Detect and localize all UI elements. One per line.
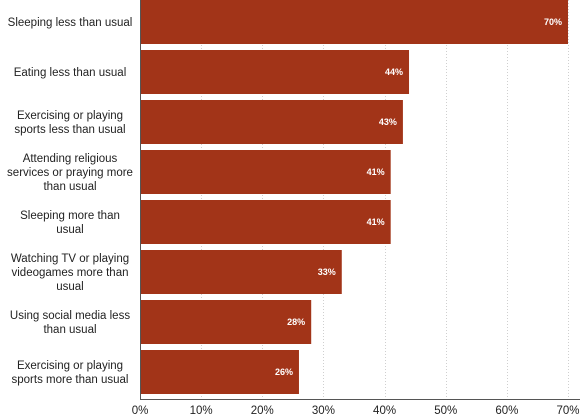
bar-value-label: 41% [367,167,385,177]
category-labels: Sleeping less than usual Eating less than… [7,17,133,386]
bar-value-label: 33% [318,267,336,277]
category-label: Sleeping more than usual [20,210,120,236]
bar-value-label: 44% [385,67,403,77]
data-labels: 70% 44% 43% 41% 41% 33% 28% 26% [275,17,562,377]
bar [140,150,391,194]
bar [140,0,568,44]
category-label: Eating less than usual [14,67,127,79]
category-label: Sleeping less than usual [8,17,133,29]
x-tick-label: 40% [373,405,396,417]
x-tick-label: 20% [251,405,274,417]
category-label: Watching TV or playing videogames more th… [11,253,129,293]
category-label: Attending religious services or praying m… [7,153,133,193]
bar [140,250,342,294]
category-label: Exercising or playing sports less than us… [14,110,125,136]
bar [140,50,410,94]
category-label: Using social media less than usual [10,310,130,336]
bar [140,300,312,344]
bar-value-label: 41% [367,217,385,227]
bar [140,100,403,144]
bars [140,0,568,394]
bar-value-label: 26% [275,367,293,377]
x-tick-label: 30% [312,405,335,417]
x-axis: 0% 10% 20% 30% 40% 50% 60% 70% [132,0,580,417]
bar-value-label: 70% [544,17,562,27]
x-tick-label: 50% [434,405,457,417]
x-tick-label: 0% [132,405,149,417]
bar-value-label: 43% [379,117,397,127]
x-tick-label: 10% [190,405,213,417]
x-tick-label: 70% [556,405,579,417]
bar-value-label: 28% [287,317,305,327]
bar [140,350,299,394]
bar [140,200,391,244]
category-label: Exercising or playing sports more than us… [12,360,129,386]
x-tick-label: 60% [495,405,518,417]
